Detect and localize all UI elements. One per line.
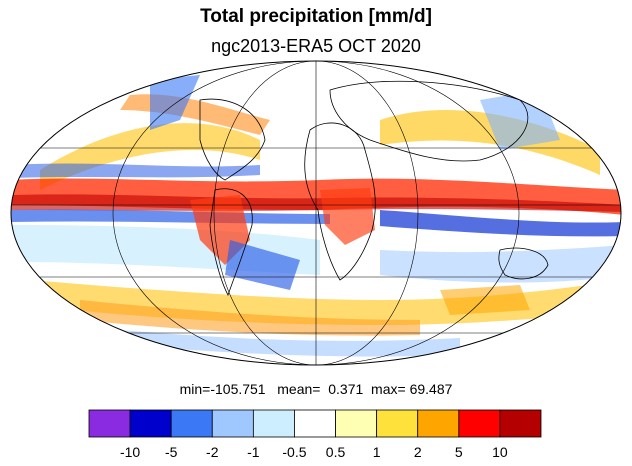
colorbar-tick-label: -0.5 <box>282 444 306 460</box>
colorbar-swatch <box>458 409 501 438</box>
colorbar-tick-label: -2 <box>206 444 219 460</box>
colorbar-swatch <box>88 409 131 438</box>
colorbar-tick-label: 0.5 <box>326 444 346 460</box>
colorbar-tick-label: 5 <box>455 444 463 460</box>
colorbar-swatch <box>417 409 460 438</box>
colorbar-swatch <box>211 409 254 438</box>
colorbar-tick-label: 1 <box>373 444 381 460</box>
colorbar-swatch <box>129 409 172 438</box>
statistics-line: min=-105.751 mean= 0.371 max= 69.487 <box>179 381 453 397</box>
colorbar-tick-label: -1 <box>247 444 260 460</box>
plot-subtitle: ngc2013-ERA5 OCT 2020 <box>211 36 421 56</box>
colorbar-swatch <box>499 409 542 438</box>
colorbar-swatch <box>170 409 213 438</box>
colorbar-tick-label: 2 <box>414 444 422 460</box>
colorbar-tick-label: -5 <box>165 444 178 460</box>
plot-title: Total precipitation [mm/d] <box>200 6 432 27</box>
colorbar-swatch <box>335 409 378 438</box>
colorbar-tick-label: 10 <box>492 444 508 460</box>
colorbar-tick-label: -10 <box>120 444 140 460</box>
colorbar-swatch <box>376 409 419 438</box>
colorbar-swatch <box>252 409 295 438</box>
colorbar-swatch <box>294 409 336 438</box>
